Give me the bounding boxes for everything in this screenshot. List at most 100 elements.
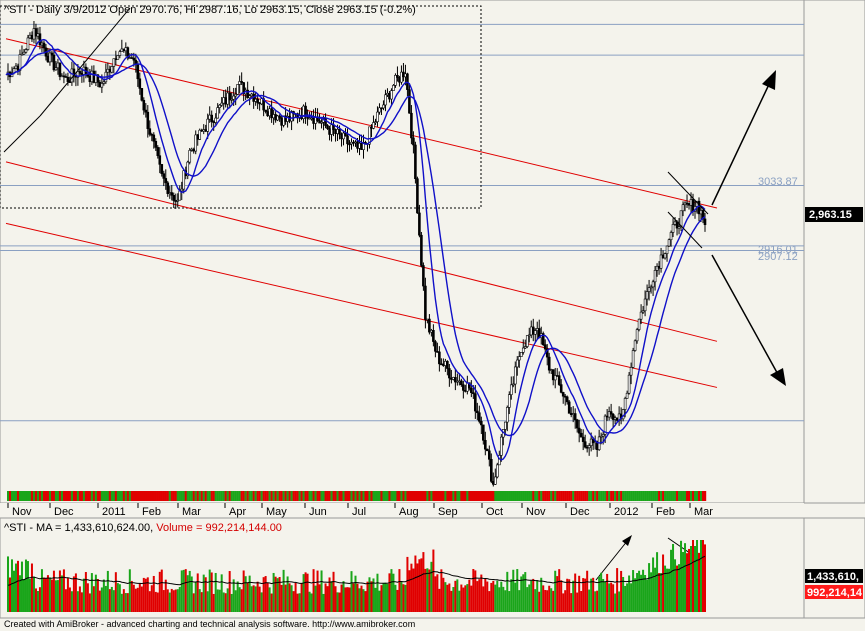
volume-bar [656, 552, 659, 612]
volume-bar [108, 589, 111, 612]
strip-cell [442, 491, 445, 501]
strip-cell [44, 491, 48, 501]
strip-cell [460, 491, 463, 501]
candle-body [216, 107, 219, 119]
strip-cell [344, 491, 347, 501]
strip-cell [634, 491, 637, 501]
volume-bar [670, 549, 673, 612]
candle-body [76, 71, 80, 78]
volume-bar [70, 591, 73, 612]
volume-bar [258, 586, 261, 612]
candle-body [486, 448, 489, 452]
strip-cell [418, 491, 421, 501]
volume-bar [106, 570, 109, 612]
volume-bar [478, 579, 481, 612]
candle-body [392, 85, 395, 91]
volume-bar [336, 592, 339, 612]
strip-cell [704, 491, 707, 501]
volume-bar [362, 589, 365, 612]
strip-cell [380, 491, 383, 501]
price-scale-panel[interactable] [803, 0, 865, 504]
volume-ma-tag: 1,433,610, [807, 571, 859, 583]
volume-bar [28, 578, 31, 612]
candle-body [234, 94, 237, 97]
candle-body [527, 334, 531, 337]
strip-cell [258, 491, 261, 501]
strip-cell [514, 491, 517, 501]
volume-bar [36, 591, 39, 612]
strip-cell [678, 491, 681, 501]
volume-bar [130, 580, 133, 612]
candle-body [635, 329, 639, 342]
volume-bar [276, 578, 279, 612]
strip-cell [556, 491, 559, 501]
volume-bar [248, 575, 251, 612]
strip-cell [8, 491, 12, 501]
volume-bar [554, 570, 557, 612]
strip-cell [260, 491, 263, 501]
strip-cell [60, 491, 64, 501]
strip-cell [198, 491, 201, 501]
volume-bar [614, 593, 617, 612]
candle-body [533, 330, 537, 335]
strip-cell [270, 491, 273, 501]
volume-bar [192, 593, 195, 612]
strip-cell [218, 491, 221, 501]
volume-scale-panel[interactable] [803, 517, 865, 619]
strip-cell [392, 491, 395, 501]
volume-bar [644, 574, 647, 612]
strip-cell [692, 491, 695, 501]
candle-body [420, 234, 423, 266]
volume-ma-line [7, 555, 706, 586]
strip-cell [446, 491, 449, 501]
candle-body [66, 77, 70, 82]
strip-cell [396, 491, 399, 501]
volume-bar [238, 587, 241, 612]
candle-body [64, 76, 68, 78]
candle-body [523, 346, 527, 349]
volume-bar [202, 574, 205, 612]
strip-cell [434, 491, 437, 501]
date-tick-label: Apr [229, 506, 246, 518]
candle-body [474, 393, 477, 412]
strip-cell [30, 491, 34, 501]
strip-cell [306, 491, 309, 501]
candle-body [198, 129, 202, 140]
candle-body [368, 126, 371, 145]
strip-cell [644, 491, 647, 501]
strip-cell [608, 491, 611, 501]
candle-body [505, 407, 509, 423]
volume-bar [246, 582, 249, 612]
strip-cell [592, 491, 595, 501]
strip-cell [314, 491, 317, 501]
volume-bar [24, 559, 27, 612]
volume-bar [80, 592, 83, 612]
volume-bar [620, 570, 623, 612]
candle-body [116, 55, 120, 60]
volume-bar [44, 578, 47, 612]
volume-bar [430, 561, 433, 612]
volume-up-arrow-head [622, 535, 632, 546]
candle-body [601, 434, 605, 437]
strip-cell [430, 491, 433, 501]
volume-bar [616, 568, 619, 612]
strip-cell [424, 491, 427, 501]
strip-cell [196, 491, 199, 501]
volume-bar [476, 581, 479, 612]
volume-bar [636, 573, 639, 612]
price-panel[interactable] [0, 0, 805, 504]
candle-body [26, 37, 30, 50]
candle-body [418, 212, 421, 236]
candle-body [408, 89, 411, 114]
strip-cell [236, 491, 239, 501]
strip-cell [374, 491, 377, 501]
volume-bar [112, 590, 115, 612]
volume-bar [354, 575, 357, 612]
candle-body [78, 71, 82, 74]
volume-bar [512, 569, 515, 612]
strip-cell [630, 491, 633, 501]
strip-cell [482, 491, 485, 501]
strip-cell [90, 491, 94, 501]
volume-bar [306, 573, 309, 612]
